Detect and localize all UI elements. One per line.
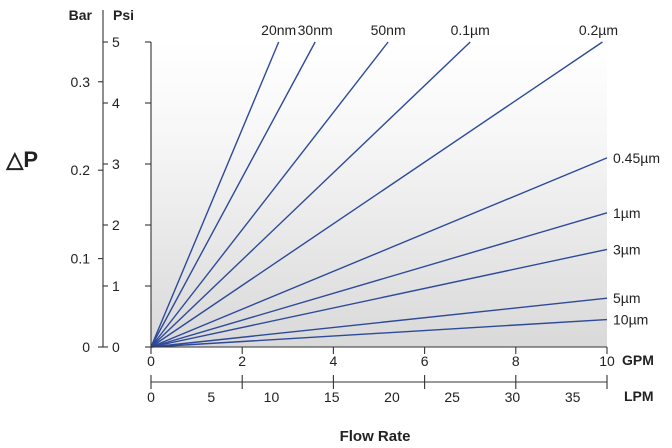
- lpm-tick-label: 15: [324, 389, 340, 405]
- bar-tick-label: 0.2: [71, 162, 91, 178]
- series-label: 10µm: [613, 312, 648, 328]
- psi-tick-label: 5: [112, 34, 120, 50]
- series-label: 5µm: [613, 290, 641, 306]
- y-axis-title: △P: [5, 147, 38, 172]
- series-label: 0.2µm: [579, 22, 618, 38]
- series-line: [150, 318, 608, 348]
- lpm-tick-label: 25: [444, 389, 460, 405]
- psi-tick-label: 2: [112, 217, 120, 233]
- lpm-tick-label: 35: [565, 389, 581, 405]
- gpm-tick-label: 2: [238, 353, 246, 369]
- psi-axis-unit: Psi: [113, 7, 134, 23]
- series-label: 30nm: [298, 22, 333, 38]
- lpm-tick-label: 5: [207, 389, 215, 405]
- gpm-tick-label: 10: [599, 353, 615, 369]
- bar-axis-unit: Bar: [69, 7, 93, 23]
- series-line: [150, 157, 608, 348]
- series-label: 50nm: [371, 22, 406, 38]
- lpm-axis-unit: LPM: [624, 388, 654, 404]
- gpm-tick-label: 8: [512, 353, 520, 369]
- series-line: [150, 41, 280, 348]
- psi-tick-label: 0: [112, 339, 120, 355]
- series-label: 0.45µm: [613, 150, 660, 166]
- axes-group: 0 1 2 3 4 5 0 0.1 0.2 0.3 0 2 4 6 8 10 0 5 10 15 20 25 30 35: [71, 10, 615, 405]
- lpm-tick-label: 30: [505, 389, 521, 405]
- series-label: 3µm: [613, 241, 641, 257]
- series-line: [150, 248, 608, 348]
- series-label: 20nm: [261, 22, 296, 38]
- series-label: 0.1µm: [451, 22, 490, 38]
- gpm-axis-unit: GPM: [622, 352, 654, 368]
- series-line: [150, 41, 316, 348]
- gpm-tick-label: 6: [421, 353, 429, 369]
- bar-tick-label: 0: [82, 339, 90, 355]
- series-line: [150, 41, 471, 348]
- series-group: 20nm 30nm 50nm 0.1µm 0.2µm 0.45µm 1µm 3µm 5µm 10µ…: [150, 22, 660, 348]
- gpm-tick-label: 0: [147, 353, 155, 369]
- series-line: [150, 212, 608, 348]
- psi-tick-label: 3: [112, 156, 120, 172]
- series-line: [150, 41, 603, 348]
- psi-tick-label: 4: [112, 95, 120, 111]
- lpm-tick-label: 0: [147, 389, 155, 405]
- lpm-tick-label: 20: [384, 389, 400, 405]
- x-axis-title: Flow Rate: [340, 428, 411, 445]
- bar-tick-label: 0.1: [71, 251, 91, 267]
- series-line: [150, 41, 389, 348]
- bar-tick-label: 0.3: [71, 74, 91, 90]
- psi-tick-label: 1: [112, 278, 120, 294]
- gpm-tick-label: 4: [330, 353, 338, 369]
- series-line: [150, 297, 608, 348]
- lpm-tick-label: 10: [264, 389, 280, 405]
- series-label: 1µm: [613, 205, 641, 221]
